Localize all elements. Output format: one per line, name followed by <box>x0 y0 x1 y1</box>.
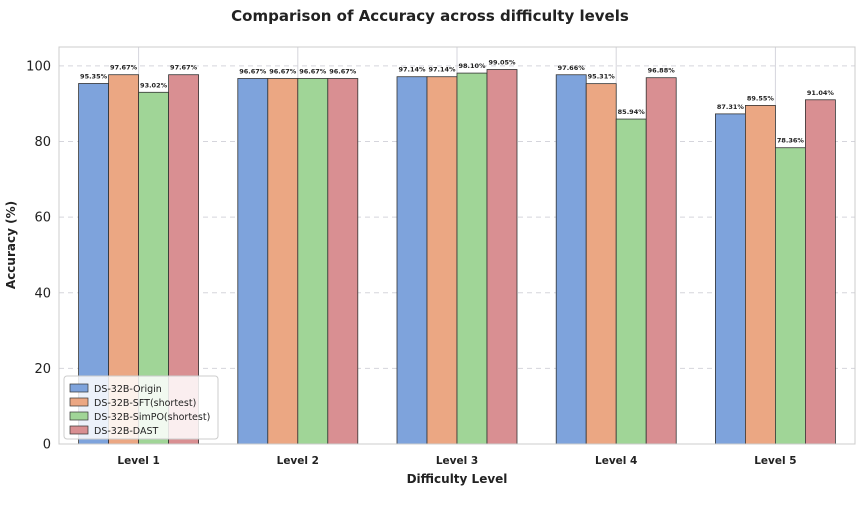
y-axis-label: Accuracy (%) <box>4 201 18 289</box>
bar <box>237 78 269 445</box>
legend-swatch <box>69 397 89 407</box>
legend-swatch <box>69 411 89 421</box>
y-tick-label: 0 <box>43 438 51 453</box>
bar-value-label: 97.14% <box>398 66 426 74</box>
x-tick-label: Level 2 <box>277 455 319 467</box>
y-tick-label: 40 <box>34 286 51 301</box>
x-tick-label: Level 5 <box>754 455 796 467</box>
x-axis-ticks: Level 1 Level 2 Level 3 Level 4 Level 5 <box>117 455 796 467</box>
y-tick-label: 80 <box>34 135 51 150</box>
bar <box>615 118 647 445</box>
y-tick-label: 20 <box>34 362 51 377</box>
bar-value-label: 87.31% <box>717 103 745 111</box>
bar <box>715 113 746 445</box>
data-labels: 95.35% 96.67% 97.14% 97.66% 87.31% 97.67% 96.6… <box>80 58 834 144</box>
legend: DS-32B-Origin DS-32B-SFT(shortest) DS-32B-… <box>63 375 219 440</box>
bar-value-label: 89.55% <box>747 94 775 102</box>
bar <box>297 78 329 445</box>
bar-value-label: 78.36% <box>777 137 805 145</box>
bar-value-label: 96.88% <box>648 67 676 75</box>
bar-value-label: 96.67% <box>269 67 297 75</box>
x-axis-label: Difficulty Level <box>407 472 508 486</box>
bar <box>645 77 677 445</box>
bar <box>585 83 617 445</box>
bar-value-label: 97.66% <box>558 64 586 72</box>
legend-label: DS-32B-Origin <box>94 384 162 395</box>
y-tick-label: 60 <box>34 211 51 226</box>
bar-value-label: 95.31% <box>588 73 616 81</box>
bar-value-label: 99.05% <box>488 58 516 66</box>
bar <box>456 72 488 445</box>
bar <box>775 147 806 445</box>
bar <box>327 78 359 445</box>
bar-value-label: 95.35% <box>80 72 108 80</box>
legend-box <box>63 375 219 440</box>
bar <box>745 105 776 445</box>
bar-value-label: 93.02% <box>140 81 168 89</box>
bar-value-label: 96.67% <box>299 67 327 75</box>
bar-value-label: 97.67% <box>110 64 138 72</box>
bar <box>555 74 587 445</box>
bar <box>426 76 458 445</box>
x-tick-label: Level 1 <box>117 455 159 467</box>
bar-value-label: 96.67% <box>329 67 357 75</box>
legend-swatch <box>69 383 89 393</box>
legend-label: DS-32B-DAST <box>94 426 158 437</box>
bar-value-label: 97.14% <box>428 66 456 74</box>
y-tick-label: 100 <box>26 59 51 74</box>
bar-value-label: 91.04% <box>807 89 835 97</box>
plot-frame <box>58 46 856 445</box>
x-tick-label: Level 3 <box>436 455 478 467</box>
legend-swatch <box>69 425 89 435</box>
bar-value-label: 98.10% <box>458 62 486 70</box>
legend-label: DS-32B-SFT(shortest) <box>94 398 196 409</box>
chart-title: Comparison of Accuracy across difficulty… <box>231 7 629 25</box>
bar-value-label: 96.67% <box>239 67 267 75</box>
legend-label: DS-32B-SimPO(shortest) <box>94 412 210 423</box>
bar-value-label: 85.94% <box>618 108 646 116</box>
bar-value-label: 97.67% <box>170 64 198 72</box>
x-tick-label: Level 4 <box>595 455 637 467</box>
bar <box>805 99 836 445</box>
bar <box>486 69 518 445</box>
bar <box>267 78 299 445</box>
y-axis-ticks: 0 20 40 60 80 100 <box>26 59 51 452</box>
bar <box>396 76 428 445</box>
